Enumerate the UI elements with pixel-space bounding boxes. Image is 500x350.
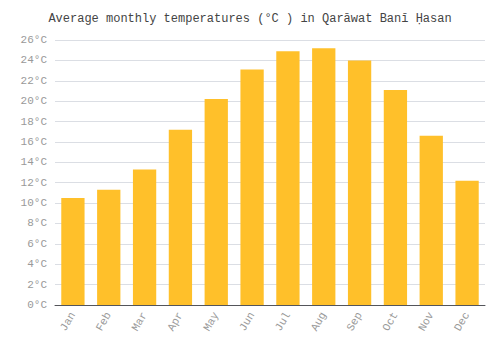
svg-text:24°C: 24°C bbox=[21, 54, 48, 66]
svg-text:Average monthly temperatures (: Average monthly temperatures (°C ) in Qa… bbox=[48, 12, 451, 26]
svg-text:12°C: 12°C bbox=[21, 177, 48, 189]
svg-text:26°C: 26°C bbox=[21, 34, 48, 46]
svg-text:Jul: Jul bbox=[273, 310, 293, 333]
svg-text:18°C: 18°C bbox=[21, 116, 48, 128]
svg-text:6°C: 6°C bbox=[27, 238, 47, 250]
svg-text:10°C: 10°C bbox=[21, 197, 48, 209]
svg-text:Oct: Oct bbox=[380, 310, 400, 333]
svg-text:8°C: 8°C bbox=[27, 217, 47, 229]
svg-text:14°C: 14°C bbox=[21, 156, 48, 168]
svg-text:20°C: 20°C bbox=[21, 95, 48, 107]
svg-text:Jan: Jan bbox=[58, 310, 78, 333]
svg-text:Jun: Jun bbox=[237, 310, 257, 333]
svg-text:0°C: 0°C bbox=[27, 299, 47, 311]
svg-text:Apr: Apr bbox=[165, 310, 185, 333]
svg-text:May: May bbox=[201, 310, 221, 333]
svg-text:22°C: 22°C bbox=[21, 75, 48, 87]
svg-text:Nov: Nov bbox=[416, 310, 436, 333]
svg-text:4°C: 4°C bbox=[27, 258, 47, 270]
svg-text:Feb: Feb bbox=[94, 310, 114, 333]
svg-text:Sep: Sep bbox=[344, 310, 364, 333]
svg-text:2°C: 2°C bbox=[27, 279, 47, 291]
svg-text:Dec: Dec bbox=[452, 310, 472, 333]
svg-text:Mar: Mar bbox=[129, 310, 149, 333]
svg-text:Aug: Aug bbox=[309, 310, 329, 333]
svg-text:16°C: 16°C bbox=[21, 136, 48, 148]
